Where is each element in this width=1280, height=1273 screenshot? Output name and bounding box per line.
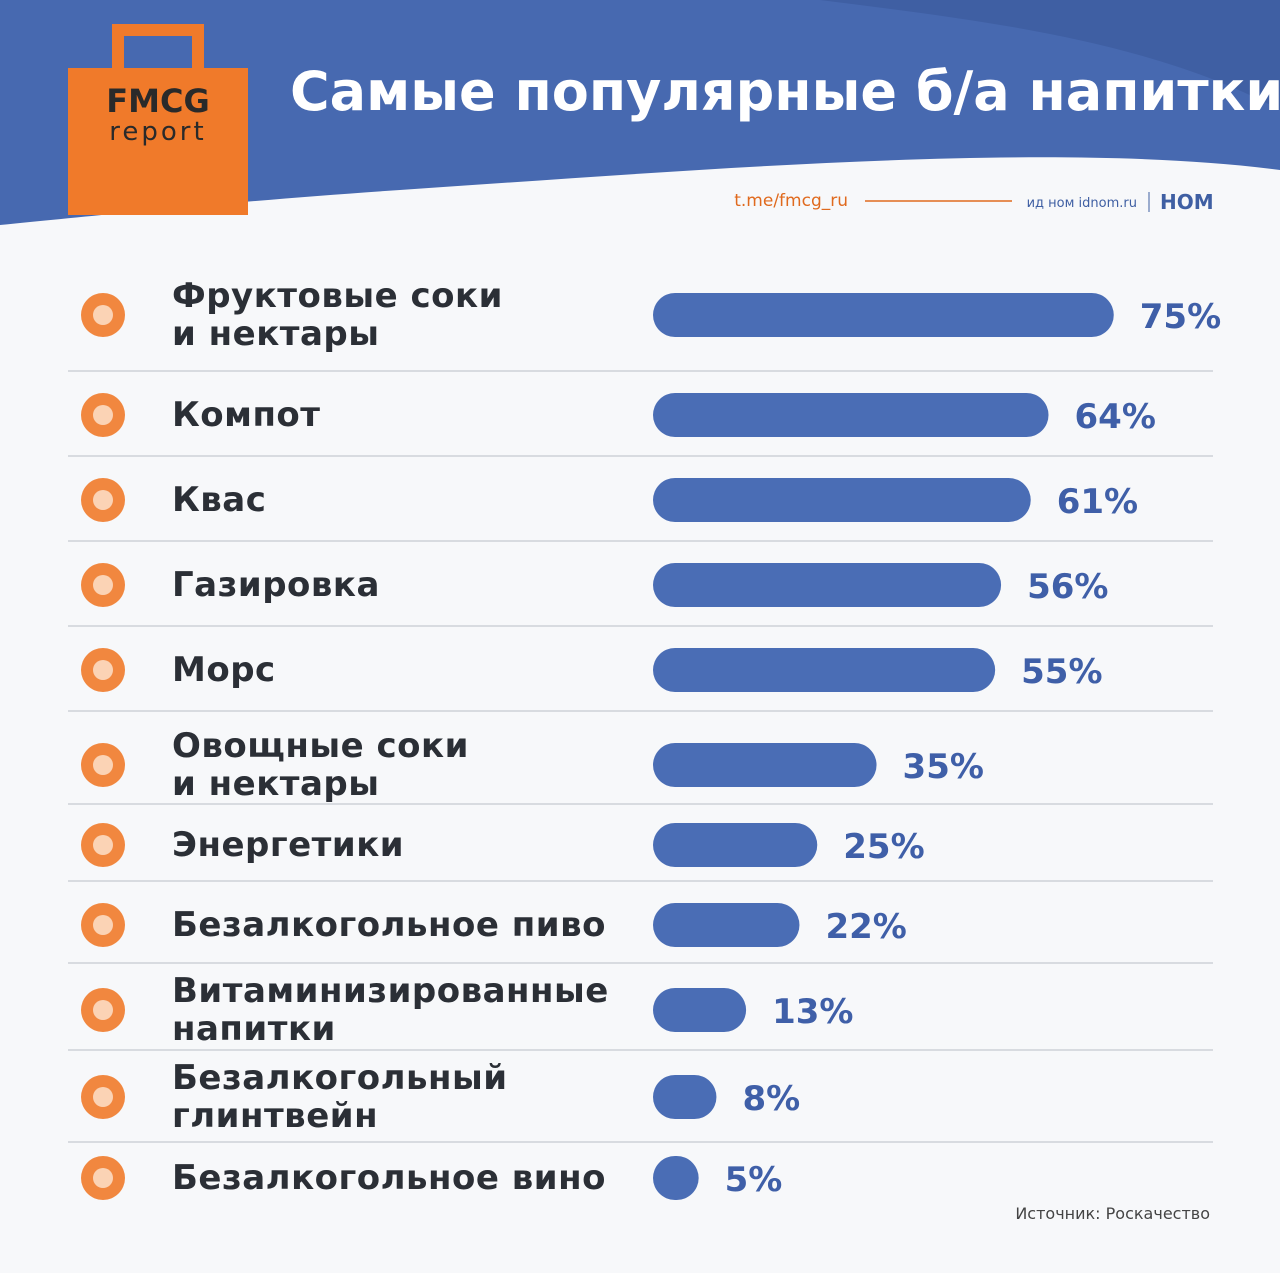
value-label: 55% [1021, 652, 1102, 692]
value-label: 61% [1057, 482, 1138, 522]
icon-detail [93, 1087, 113, 1107]
value-label: 13% [772, 992, 853, 1032]
value-label: 25% [843, 827, 924, 867]
icon-detail [93, 1000, 113, 1020]
bar [653, 478, 1031, 522]
partner: ид ном idnom.ru [1027, 196, 1137, 211]
logo-bag [68, 68, 248, 215]
bar [653, 648, 996, 692]
logo-handle [112, 24, 204, 68]
logo-top: FMCG [106, 82, 209, 120]
link: t.me/fmcg_ru [734, 191, 848, 211]
bar [653, 988, 747, 1032]
icon-detail [93, 1168, 113, 1188]
icon-detail [93, 575, 113, 595]
category-label: Компот [172, 395, 321, 435]
value-label: 64% [1075, 397, 1156, 437]
source: Источник: Роскачество [1015, 1204, 1210, 1223]
icon-detail [93, 915, 113, 935]
logo-bottom: report [109, 117, 206, 147]
category-label: Морс [172, 650, 276, 690]
value-label: 22% [825, 907, 906, 947]
category-label: Витаминизированные напитки [172, 971, 609, 1049]
icon-detail [93, 755, 113, 775]
bar [653, 903, 800, 947]
bar [653, 1156, 699, 1200]
category-label: Фруктовые соки и нектары [172, 276, 503, 354]
value-label: 8% [742, 1079, 800, 1119]
value-label: 5% [725, 1160, 783, 1200]
icon-detail [93, 305, 113, 325]
icon-detail [93, 405, 113, 425]
bar [653, 1075, 717, 1119]
value-label: 56% [1027, 567, 1108, 607]
bar [653, 293, 1114, 337]
value-label: 35% [903, 747, 984, 787]
icon-detail [93, 660, 113, 680]
header-wave [820, 0, 1280, 110]
partner-logo: НОМ [1160, 190, 1214, 214]
category-label: Овощные соки и нектары [172, 726, 469, 804]
bar [653, 563, 1002, 607]
icon-detail [93, 835, 113, 855]
bar [653, 743, 877, 787]
category-label: Безалкогольное вино [172, 1158, 606, 1198]
chart-title: Самые популярные б/а напитки [290, 60, 1280, 123]
category-label: Безалкогольное пиво [172, 905, 606, 945]
bar [653, 823, 818, 867]
category-label: Безалкогольный глинтвейн [172, 1058, 508, 1136]
category-label: Энергетики [172, 825, 405, 865]
header-bg [0, 0, 1280, 225]
value-label: 75% [1140, 297, 1221, 337]
category-label: Газировка [172, 565, 380, 605]
category-label: Квас [172, 480, 267, 520]
icon-detail [93, 490, 113, 510]
bar [653, 393, 1049, 437]
